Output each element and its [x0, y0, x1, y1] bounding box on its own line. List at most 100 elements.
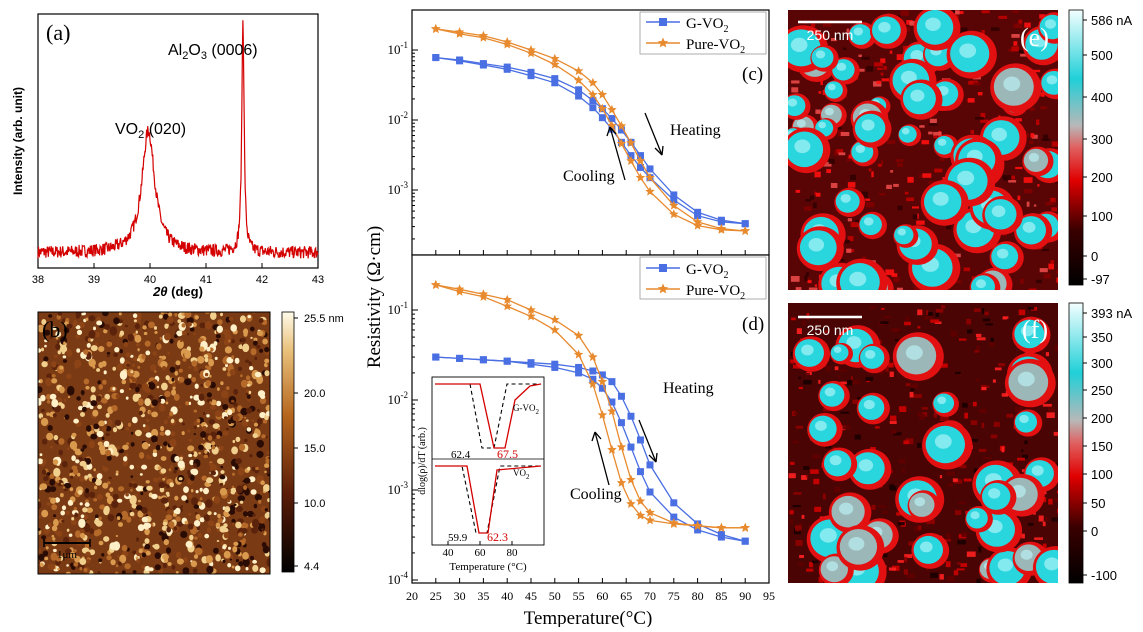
current-colorbar-tick: 100 — [1091, 467, 1113, 482]
data-point — [616, 121, 627, 131]
data-point — [573, 349, 584, 359]
data-point — [588, 379, 598, 389]
data-point — [670, 513, 678, 521]
data-point — [588, 77, 598, 87]
data-point — [645, 186, 655, 196]
temperature-tick-label: 65 — [620, 589, 632, 603]
inset-vo2-label: VO2 — [513, 468, 530, 481]
current-colorbar-tick: 586 nA — [1091, 13, 1133, 28]
data-point — [478, 32, 489, 42]
data-point — [694, 526, 702, 534]
data-point — [550, 325, 560, 334]
data-point — [454, 286, 465, 296]
panel-b: (b) 1μm 25.5 nm 20.0 15.0 10.0 4.4 — [37, 311, 344, 575]
data-point — [670, 499, 678, 507]
data-point — [598, 371, 606, 379]
data-point — [645, 172, 655, 182]
data-point — [550, 314, 560, 324]
panel-c-legend: G-VO2 Pure-VO2 — [639, 11, 767, 56]
inset-val-1: 62.4 — [451, 449, 471, 461]
log-tick-label: 10-2 — [388, 110, 409, 127]
data-point — [645, 515, 655, 525]
log-tick-label: 10-1 — [388, 40, 409, 57]
current-colorbar-tick: 400 — [1091, 90, 1113, 105]
al2o3-peak-label: Al2O3 (0006) — [168, 42, 258, 62]
temperature-axis-label: Temperature(°C) — [524, 608, 653, 627]
data-point — [636, 436, 644, 444]
height-colorbar-tick: 25.5 nm — [304, 313, 344, 325]
data-point — [598, 384, 606, 392]
log-tick-label: 10-3 — [388, 480, 409, 497]
current-colorbar-tick: 200 — [1091, 170, 1113, 185]
data-point — [627, 443, 635, 451]
current-colorbar-tick: -97 — [1091, 272, 1110, 287]
data-point — [740, 226, 750, 235]
data-point — [669, 518, 679, 528]
inset-val-2: 67.5 — [497, 447, 518, 461]
data-point — [635, 510, 646, 520]
heating-label-c: Heating — [670, 122, 721, 139]
data-point — [645, 507, 655, 517]
data-point — [635, 156, 646, 165]
log-tick-label: 10-3 — [388, 180, 409, 197]
data-point — [454, 28, 465, 38]
temperature-tick-label: 90 — [739, 589, 751, 603]
panel-f-label: (f) — [1022, 315, 1048, 344]
data-point — [608, 378, 616, 386]
data-point — [597, 89, 608, 99]
cooling-label-c: Cooling — [563, 168, 615, 185]
legend-pure-vo2-d: Pure-VO2 — [686, 283, 745, 302]
data-point — [527, 72, 535, 80]
data-point — [502, 301, 512, 311]
conductive-grain — [824, 81, 843, 99]
xrd-tick-label: 39 — [88, 274, 100, 286]
data-point — [526, 48, 536, 58]
data-point — [431, 23, 441, 33]
data-point — [589, 104, 597, 112]
current-colorbar-f — [1068, 302, 1084, 584]
scale-bar-label: 1μm — [57, 549, 77, 561]
data-point — [551, 75, 559, 83]
temperature-tick-label: 30 — [454, 589, 466, 603]
conductive-grain — [830, 344, 849, 362]
afm-topography-image — [38, 312, 270, 574]
data-point — [575, 86, 583, 94]
temperature-tick-label: 55 — [573, 589, 585, 603]
panel-a-label: (a) — [46, 20, 70, 45]
panel-d-label: (d) — [742, 314, 764, 335]
temperature-tick-label: 35 — [477, 589, 489, 603]
temperature-tick-label: 40 — [501, 589, 513, 603]
inset-g-vo2-label: G-VO2 — [513, 403, 540, 416]
temperature-tick-label: 95 — [763, 589, 775, 603]
data-point — [646, 165, 654, 173]
panel-a: (a) 38 39 40 41 42 43 VO2 (020) Al2O3 (0006) … — [11, 13, 324, 299]
hysteresis-arrows — [591, 112, 664, 486]
data-point — [456, 354, 464, 362]
temperature-tick-label: 85 — [715, 589, 727, 603]
height-colorbar-tick: 15.0 — [304, 443, 325, 455]
panel-e: 250 nm (e) 586 nA 500 400 300 200 100 0 -97 — [788, 9, 1133, 290]
data-point — [573, 66, 584, 76]
current-colorbar-tick: 250 — [1091, 383, 1113, 398]
scale-bar-e-label: 250 nm — [807, 27, 854, 43]
data-point — [527, 360, 535, 368]
data-point — [551, 363, 559, 371]
data-point — [550, 59, 560, 69]
data-point — [716, 522, 727, 532]
data-point — [503, 357, 511, 365]
panel-c-d: 10-1 10-2 10-3 10-1 10-2 10-3 10-4 20 25 30 35 40 45… — [364, 9, 775, 629]
current-colorbar-tick: 0 — [1091, 524, 1098, 539]
data-point — [607, 406, 617, 416]
legend-g-vo2-d: G-VO2 — [686, 262, 729, 281]
data-point — [616, 138, 627, 148]
legend-star-marker — [657, 37, 669, 48]
data-point — [627, 152, 635, 160]
panel-e-label: (e) — [1020, 23, 1049, 52]
data-point — [717, 218, 725, 226]
data-point — [692, 520, 703, 530]
heating-label-d: Heating — [663, 380, 714, 397]
data-point — [670, 196, 678, 204]
current-colorbar-tick: -100 — [1091, 568, 1117, 583]
data-point — [607, 444, 617, 454]
